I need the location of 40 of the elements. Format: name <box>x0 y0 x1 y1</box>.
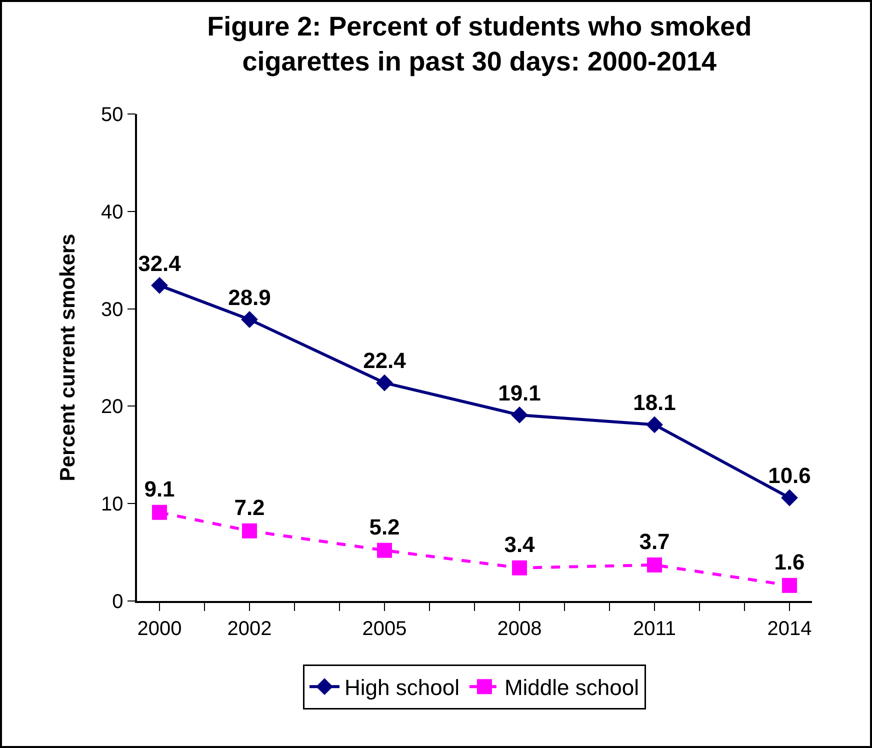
y-tick-label: 0 <box>112 591 124 613</box>
point <box>377 542 392 558</box>
x-tick-label: 2014 <box>767 618 812 640</box>
point <box>512 560 527 576</box>
y-tick-label: 20 <box>101 396 124 418</box>
chart-title: Figure 2: Percent of students who smoked cigarettes in past 30 days: 2000-2014 <box>207 11 752 77</box>
point <box>781 489 798 506</box>
point <box>151 276 168 294</box>
x-tick-label: 2000 <box>137 618 182 640</box>
point <box>511 406 528 424</box>
data-label: 3.7 <box>639 529 670 554</box>
data-label: 19.1 <box>498 380 541 406</box>
data-label: 22.4 <box>363 348 407 374</box>
x-tick-label: 2011 <box>632 618 676 640</box>
y-axis-title: Percent current smokers <box>56 234 80 482</box>
point <box>376 374 393 392</box>
legend-label: Middle school <box>504 675 639 700</box>
data-label: 10.6 <box>768 463 811 488</box>
y-tick-label: 50 <box>101 104 124 126</box>
point <box>782 578 797 593</box>
point <box>242 523 257 538</box>
y-tick-label: 30 <box>101 298 124 321</box>
data-label: 7.2 <box>234 494 265 520</box>
x-tick-label: 2005 <box>362 618 407 640</box>
point <box>241 311 258 328</box>
y-tick-label: 10 <box>101 494 124 516</box>
point <box>646 416 663 434</box>
data-label: 9.1 <box>144 476 175 502</box>
data-label: 1.6 <box>774 550 805 575</box>
y-tick-label: 40 <box>101 201 124 224</box>
point <box>647 557 662 572</box>
data-label: 5.2 <box>369 514 400 540</box>
legend-label: High school <box>344 675 460 700</box>
data-label: 3.4 <box>504 532 536 558</box>
point <box>152 504 167 520</box>
x-tick-label: 2008 <box>497 618 542 640</box>
data-label: 18.1 <box>633 390 676 416</box>
data-label: 32.4 <box>138 250 182 276</box>
data-label: 28.9 <box>228 284 271 310</box>
x-tick-label: 2002 <box>227 618 272 640</box>
